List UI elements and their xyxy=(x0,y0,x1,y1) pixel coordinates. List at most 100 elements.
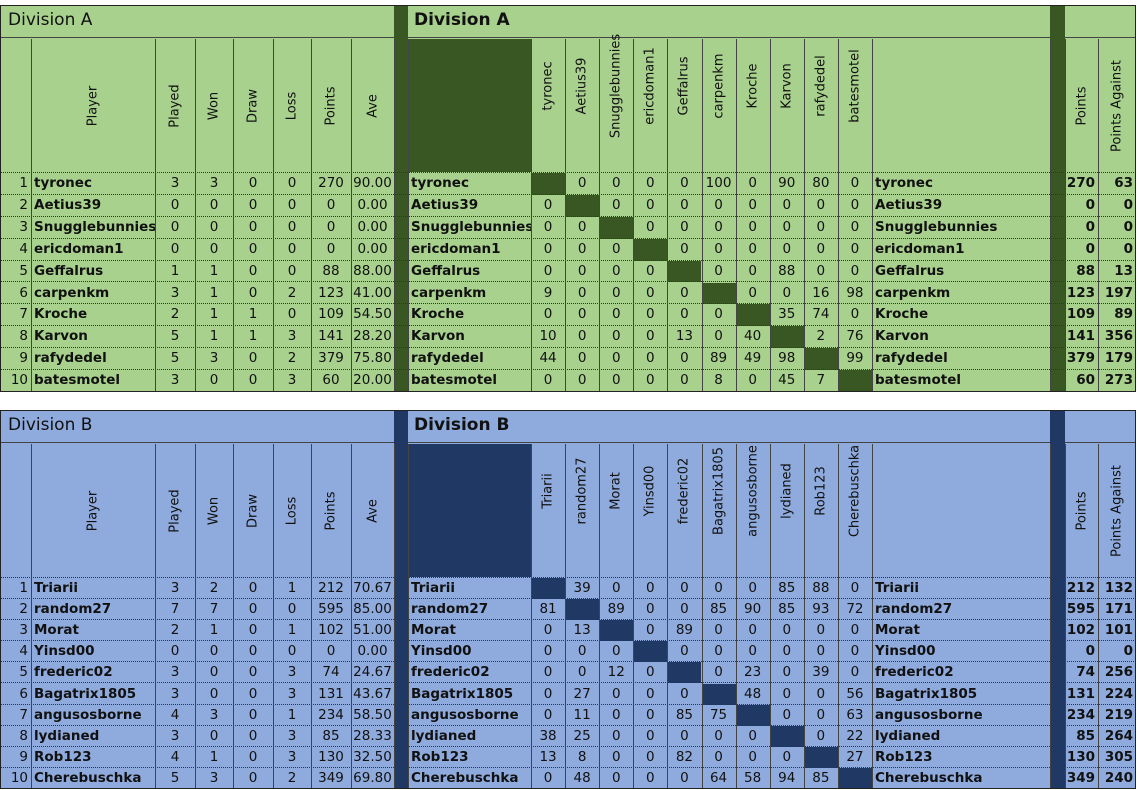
matrix-cell: 0 xyxy=(543,306,553,323)
matrix-diagonal-block xyxy=(633,641,668,663)
matrix-cell: 38 xyxy=(539,727,557,744)
matrix-cell: 63 xyxy=(846,706,864,723)
matrix-row-name: rafydedel xyxy=(411,350,484,367)
player-name: Morat xyxy=(34,622,79,639)
totals-points-against: 0 xyxy=(1123,240,1133,257)
header-points-against-label: Points Against xyxy=(1109,464,1125,557)
matrix-cell: 27 xyxy=(846,748,864,765)
matrix-diagonal-block xyxy=(531,173,566,195)
column-divider xyxy=(837,39,839,392)
matrix-cell: 0 xyxy=(816,622,826,639)
header-played: Played xyxy=(155,444,195,577)
matrix-row-name: angusosborne xyxy=(411,706,519,723)
matrix-header-3: ericdoman1 xyxy=(633,39,667,172)
header-points-for-label: Points xyxy=(1074,490,1089,531)
matrix-diagonal-block xyxy=(667,662,702,684)
row-index: 4 xyxy=(19,240,28,257)
matrix-header-label: Triarii xyxy=(540,472,556,509)
matrix-header-0: tyronec xyxy=(531,39,565,172)
won-value: 0 xyxy=(209,664,219,681)
matrix-cell: 0 xyxy=(680,372,689,389)
matrix-cell: 0 xyxy=(646,706,655,723)
matrix-cell: 0 xyxy=(782,643,792,660)
matrix-diagonal-block xyxy=(701,683,736,705)
matrix-cell: 0 xyxy=(646,372,655,389)
draw-value: 0 xyxy=(248,769,258,786)
matrix-diagonal-block xyxy=(769,725,804,747)
played-value: 0 xyxy=(170,218,180,235)
draw-value: 0 xyxy=(248,748,258,765)
player-name: Rob123 xyxy=(34,748,92,765)
matrix-header-9: batesmotel xyxy=(838,39,872,172)
played-value: 1 xyxy=(170,262,180,279)
matrix-cell: 100 xyxy=(705,175,732,191)
matrix-cell: 49 xyxy=(744,350,762,367)
player-name: carpenkm xyxy=(34,284,110,301)
column-divider xyxy=(803,444,805,789)
column-divider xyxy=(633,39,635,392)
totals-points: 141 xyxy=(1066,328,1095,345)
played-value: 2 xyxy=(170,306,180,323)
player-name: rafydedel xyxy=(34,350,107,367)
column-divider xyxy=(769,444,771,789)
division-title-band: Division B Division B xyxy=(0,410,1136,443)
draw-value: 0 xyxy=(248,350,258,367)
matrix-diagonal-block xyxy=(701,282,736,305)
player-name: Geffalrus xyxy=(34,262,104,279)
matrix-cell: 0 xyxy=(714,196,723,213)
played-value: 4 xyxy=(170,748,180,765)
row-divider xyxy=(0,787,1136,789)
matrix-cell: 48 xyxy=(744,685,762,702)
totals-points: 131 xyxy=(1066,685,1095,702)
left-gutter xyxy=(394,5,408,392)
row-divider xyxy=(0,303,1136,305)
matrix-cell: 13 xyxy=(675,328,694,345)
matrix-cell: 0 xyxy=(748,643,757,660)
matrix-header-5: carpenkm xyxy=(702,39,736,172)
matrix-cell: 13 xyxy=(539,748,557,765)
gutter-band xyxy=(394,410,408,443)
matrix-cell: 0 xyxy=(611,643,621,660)
column-divider xyxy=(701,444,703,789)
average-value: 85.00 xyxy=(353,601,392,618)
matrix-cell: 0 xyxy=(850,664,860,681)
header-ave-label: Ave xyxy=(365,93,380,118)
matrix-row-name: lydianed xyxy=(411,727,477,744)
matrix-header-label: Cherebuschka xyxy=(847,444,863,537)
matrix-cell: 0 xyxy=(782,284,792,301)
matrix-row-name: tyronec xyxy=(411,175,469,191)
header-won: Won xyxy=(195,444,233,577)
row-divider xyxy=(0,281,1136,283)
matrix-cell: 85 xyxy=(778,601,796,618)
matrix-cell: 0 xyxy=(680,601,689,618)
matrix-row-name: Snugglebunnies xyxy=(411,218,531,235)
column-divider xyxy=(872,39,873,392)
totals-points: 0 xyxy=(1085,218,1095,235)
won-value: 1 xyxy=(209,328,219,345)
matrix-corner-block xyxy=(408,39,531,172)
matrix-cell: 93 xyxy=(812,601,830,618)
matrix-cell: 89 xyxy=(709,350,728,367)
draw-value: 0 xyxy=(248,622,258,639)
matrix-header-label: Kroche xyxy=(745,63,761,109)
matrix-cell: 0 xyxy=(816,262,826,279)
matrix-row-name: Aetius39 xyxy=(411,196,479,213)
header-points: Points xyxy=(311,444,351,577)
column-divider xyxy=(837,444,839,789)
loss-value: 2 xyxy=(287,284,297,301)
loss-value: 0 xyxy=(287,262,297,279)
draw-value: 1 xyxy=(248,306,258,323)
matrix-cell: 0 xyxy=(748,622,757,639)
column-divider xyxy=(155,444,156,789)
points-value: 212 xyxy=(318,580,344,596)
matrix-cell: 0 xyxy=(543,240,553,257)
matrix-cell: 0 xyxy=(714,240,723,257)
totals-name: Triarii xyxy=(875,580,920,596)
totals-points-against: 219 xyxy=(1104,706,1133,723)
gutter-band xyxy=(1050,5,1065,38)
points-value: 123 xyxy=(318,284,344,301)
matrix-row-name: Geffalrus xyxy=(411,262,481,279)
row-divider xyxy=(0,682,1136,684)
matrix-cell: 0 xyxy=(748,175,757,191)
column-divider xyxy=(273,444,274,789)
